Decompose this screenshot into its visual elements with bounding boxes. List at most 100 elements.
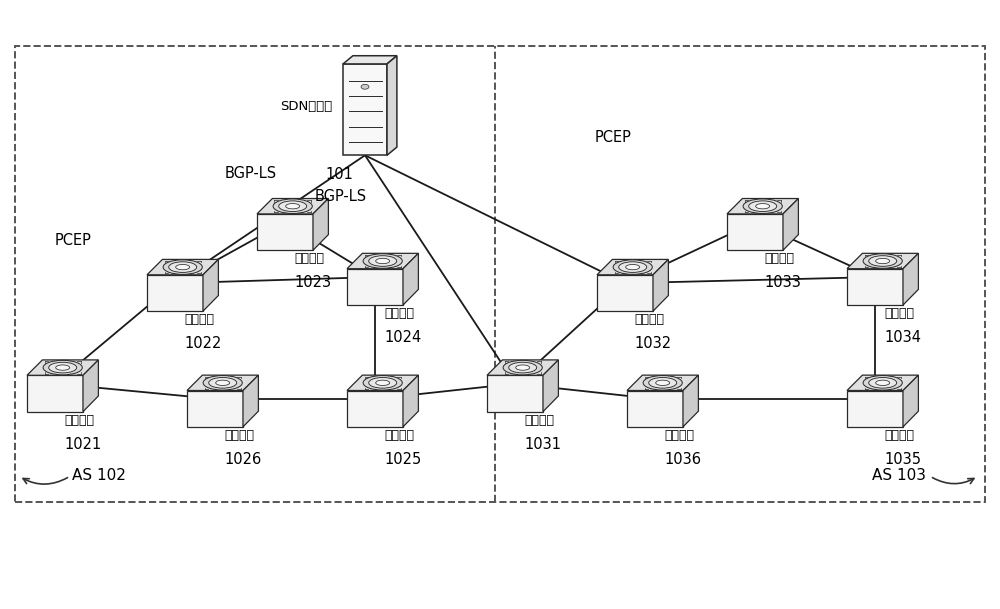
Ellipse shape	[503, 361, 542, 375]
Text: BGP-LS: BGP-LS	[315, 189, 367, 203]
Polygon shape	[597, 259, 668, 275]
Text: 1034: 1034	[885, 330, 922, 345]
Ellipse shape	[49, 362, 77, 373]
Text: AS 102: AS 102	[72, 468, 126, 482]
Ellipse shape	[286, 203, 300, 209]
Ellipse shape	[163, 260, 202, 275]
Text: BGP-LS: BGP-LS	[225, 166, 277, 181]
Polygon shape	[847, 253, 918, 269]
Text: 1035: 1035	[885, 452, 922, 466]
Polygon shape	[847, 390, 903, 427]
Ellipse shape	[876, 380, 890, 385]
Text: 101: 101	[325, 167, 353, 183]
Ellipse shape	[216, 380, 230, 385]
Ellipse shape	[376, 380, 390, 385]
Text: SDN控制器: SDN控制器	[280, 100, 332, 113]
Text: 1033: 1033	[765, 275, 802, 290]
Polygon shape	[27, 375, 83, 412]
Text: 1025: 1025	[385, 452, 422, 466]
Polygon shape	[847, 269, 903, 305]
Text: 1031: 1031	[525, 437, 562, 451]
Polygon shape	[597, 275, 653, 311]
Polygon shape	[403, 375, 418, 427]
Ellipse shape	[363, 254, 402, 269]
Ellipse shape	[176, 264, 190, 270]
Ellipse shape	[863, 254, 902, 269]
Text: 网络设备: 网络设备	[885, 429, 915, 442]
Polygon shape	[627, 390, 683, 427]
Ellipse shape	[613, 260, 652, 275]
Polygon shape	[347, 269, 403, 305]
Polygon shape	[783, 199, 798, 250]
Polygon shape	[727, 214, 783, 250]
Text: AS 103: AS 103	[872, 468, 926, 482]
Text: 1026: 1026	[225, 452, 262, 466]
Ellipse shape	[749, 201, 777, 211]
Ellipse shape	[169, 262, 197, 272]
Text: 网络设备: 网络设备	[765, 252, 795, 265]
Polygon shape	[313, 199, 328, 250]
Polygon shape	[147, 275, 203, 311]
Ellipse shape	[876, 258, 890, 264]
Polygon shape	[187, 390, 243, 427]
Text: 网络设备: 网络设备	[525, 414, 555, 426]
Polygon shape	[387, 56, 397, 155]
Polygon shape	[543, 360, 558, 412]
Text: 网络设备: 网络设备	[225, 429, 255, 442]
Ellipse shape	[869, 378, 897, 388]
Polygon shape	[847, 375, 918, 390]
Ellipse shape	[209, 378, 237, 388]
Polygon shape	[347, 253, 418, 269]
Text: 1036: 1036	[665, 452, 702, 466]
Polygon shape	[203, 259, 218, 311]
Text: 1021: 1021	[65, 437, 102, 451]
Ellipse shape	[56, 365, 70, 370]
Ellipse shape	[656, 380, 670, 385]
Ellipse shape	[369, 256, 397, 266]
Text: 1024: 1024	[385, 330, 422, 345]
Polygon shape	[627, 375, 698, 390]
Polygon shape	[147, 259, 218, 275]
Ellipse shape	[279, 201, 307, 211]
Text: 网络设备: 网络设备	[885, 307, 915, 320]
Text: 网络设备: 网络设备	[295, 252, 325, 265]
Ellipse shape	[509, 362, 537, 373]
Text: 网络设备: 网络设备	[65, 414, 95, 426]
Text: 1022: 1022	[185, 336, 222, 351]
Ellipse shape	[649, 378, 677, 388]
Polygon shape	[727, 199, 798, 214]
Ellipse shape	[619, 262, 647, 272]
Ellipse shape	[626, 264, 640, 270]
Ellipse shape	[869, 256, 897, 266]
Text: 网络设备: 网络设备	[385, 429, 415, 442]
Ellipse shape	[363, 376, 402, 390]
Ellipse shape	[516, 365, 530, 370]
Text: PCEP: PCEP	[55, 233, 92, 248]
Text: 网络设备: 网络设备	[635, 313, 665, 326]
Text: 网络设备: 网络设备	[665, 429, 695, 442]
Ellipse shape	[863, 376, 902, 390]
Polygon shape	[83, 360, 98, 412]
Circle shape	[361, 85, 369, 89]
Text: 网络设备: 网络设备	[185, 313, 215, 326]
Text: PCEP: PCEP	[595, 130, 632, 144]
Ellipse shape	[273, 199, 312, 214]
Polygon shape	[903, 253, 918, 305]
Text: 1023: 1023	[295, 275, 332, 290]
Polygon shape	[257, 199, 328, 214]
Ellipse shape	[743, 199, 782, 214]
Polygon shape	[487, 375, 543, 412]
Polygon shape	[403, 253, 418, 305]
Polygon shape	[487, 360, 558, 375]
Ellipse shape	[203, 376, 242, 390]
Polygon shape	[343, 56, 397, 64]
Text: 1032: 1032	[635, 336, 672, 351]
Ellipse shape	[369, 378, 397, 388]
Polygon shape	[347, 375, 418, 390]
Polygon shape	[903, 375, 918, 427]
Polygon shape	[683, 375, 698, 427]
Polygon shape	[243, 375, 258, 427]
Polygon shape	[187, 375, 258, 390]
Ellipse shape	[43, 361, 82, 375]
Ellipse shape	[643, 376, 682, 390]
